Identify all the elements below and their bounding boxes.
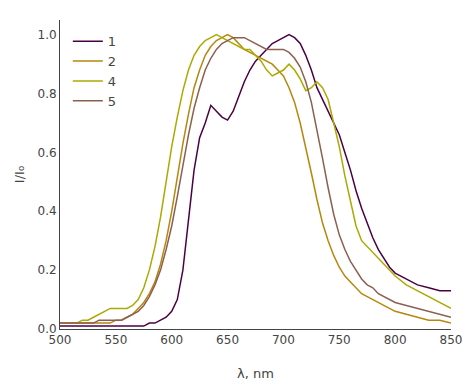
svg-text:0.0: 0.0 [38, 322, 57, 336]
svg-text:550: 550 [104, 333, 127, 347]
svg-text:2: 2 [108, 54, 116, 69]
svg-text:1: 1 [108, 34, 116, 49]
svg-text:650: 650 [216, 333, 239, 347]
svg-text:0.6: 0.6 [38, 146, 57, 160]
svg-text:4: 4 [108, 74, 116, 89]
svg-text:500: 500 [49, 333, 72, 347]
svg-text:0.2: 0.2 [38, 263, 57, 277]
svg-text:1.0: 1.0 [38, 28, 57, 42]
svg-text:5: 5 [108, 94, 116, 109]
svg-text:700: 700 [272, 333, 295, 347]
svg-text:0.4: 0.4 [38, 204, 57, 218]
svg-text:750: 750 [328, 333, 351, 347]
svg-text:λ, nm: λ, nm [237, 366, 274, 381]
svg-text:I/I₀: I/I₀ [12, 166, 27, 183]
svg-text:600: 600 [160, 333, 183, 347]
svg-text:0.8: 0.8 [38, 87, 57, 101]
svg-text:850: 850 [440, 333, 463, 347]
svg-text:800: 800 [384, 333, 407, 347]
